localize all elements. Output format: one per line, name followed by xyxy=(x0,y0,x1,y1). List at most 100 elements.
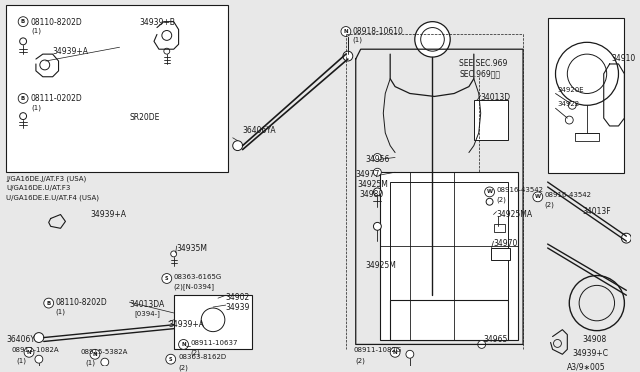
Circle shape xyxy=(406,350,414,358)
Circle shape xyxy=(179,340,188,349)
Text: 08911-1082G: 08911-1082G xyxy=(354,347,402,353)
Text: 34965: 34965 xyxy=(484,334,508,344)
Text: N: N xyxy=(393,350,397,355)
Circle shape xyxy=(101,358,109,366)
Text: A3/9∗005: A3/9∗005 xyxy=(567,362,606,371)
Bar xyxy=(490,248,510,260)
Text: S: S xyxy=(165,276,168,281)
Text: 08916-43542: 08916-43542 xyxy=(545,192,592,198)
Text: 34935M: 34935M xyxy=(177,244,207,253)
Text: 08918-10610: 08918-10610 xyxy=(353,26,404,36)
Text: (1): (1) xyxy=(353,36,363,43)
Text: 08911-10637: 08911-10637 xyxy=(191,340,238,346)
Text: 34939+A: 34939+A xyxy=(169,320,205,329)
Circle shape xyxy=(20,113,27,119)
Text: 08363-6165G: 08363-6165G xyxy=(173,273,222,280)
Text: 34939+C: 34939+C xyxy=(572,349,608,358)
Circle shape xyxy=(164,48,170,54)
Circle shape xyxy=(90,349,100,359)
Text: B: B xyxy=(21,96,25,101)
Circle shape xyxy=(171,251,177,257)
Text: 34902: 34902 xyxy=(226,293,250,302)
Circle shape xyxy=(621,233,631,243)
Text: B: B xyxy=(47,301,51,306)
Text: J/GA16DE.J/AT.F3 (USA): J/GA16DE.J/AT.F3 (USA) xyxy=(6,175,86,182)
Text: 34980: 34980 xyxy=(360,190,384,199)
Circle shape xyxy=(343,51,353,61)
Bar xyxy=(380,172,518,340)
Text: SEE SEC.969: SEE SEC.969 xyxy=(459,59,508,68)
Circle shape xyxy=(484,187,495,197)
Text: 34922: 34922 xyxy=(557,101,580,108)
Text: 34977: 34977 xyxy=(356,170,380,179)
Text: 08110-8202D: 08110-8202D xyxy=(56,298,108,307)
Circle shape xyxy=(374,168,381,176)
Text: S: S xyxy=(169,357,173,362)
Bar xyxy=(548,18,625,173)
Text: N: N xyxy=(27,350,31,355)
Text: SR20DE: SR20DE xyxy=(129,113,160,122)
Bar xyxy=(493,224,506,232)
Text: 08916-43542: 08916-43542 xyxy=(497,187,543,193)
Text: (1): (1) xyxy=(31,104,41,111)
Text: 34939: 34939 xyxy=(226,303,250,312)
Bar xyxy=(575,133,599,141)
Text: U/GA16DE.E.U/AT.F4 (USA): U/GA16DE.E.U/AT.F4 (USA) xyxy=(6,195,99,201)
Circle shape xyxy=(533,192,543,202)
Text: 34908: 34908 xyxy=(582,334,606,344)
Bar xyxy=(474,100,508,140)
Circle shape xyxy=(34,333,44,343)
Text: (2): (2) xyxy=(191,349,200,356)
Text: U/GA16DE.U/AT.F3: U/GA16DE.U/AT.F3 xyxy=(6,185,71,191)
Circle shape xyxy=(415,22,450,57)
Text: 34925M: 34925M xyxy=(358,180,388,189)
Text: 34925MA: 34925MA xyxy=(497,209,532,219)
Text: (2)[N-0394]: (2)[N-0394] xyxy=(173,283,214,290)
Circle shape xyxy=(24,347,34,357)
Text: SEC.969参照: SEC.969参照 xyxy=(459,69,500,78)
Text: W: W xyxy=(486,189,493,195)
Bar xyxy=(173,295,252,349)
Text: 34939+A: 34939+A xyxy=(52,47,88,56)
Text: (2): (2) xyxy=(497,197,506,203)
Circle shape xyxy=(35,355,43,363)
Text: (1): (1) xyxy=(16,357,26,364)
Text: [0394-]: [0394-] xyxy=(134,310,160,317)
Text: 08363-8162D: 08363-8162D xyxy=(179,354,227,360)
Text: 34920E: 34920E xyxy=(557,87,584,93)
Text: W: W xyxy=(535,194,541,199)
Text: N: N xyxy=(181,342,186,347)
Text: (1): (1) xyxy=(85,359,95,366)
Text: 08915-5382A: 08915-5382A xyxy=(80,349,127,355)
Text: N: N xyxy=(344,29,348,34)
Text: 34939+A: 34939+A xyxy=(90,209,126,219)
Bar xyxy=(390,300,508,340)
Circle shape xyxy=(565,116,573,124)
Circle shape xyxy=(233,141,243,151)
Text: (2): (2) xyxy=(545,202,554,208)
Circle shape xyxy=(374,154,381,161)
Text: 34970: 34970 xyxy=(493,239,518,248)
Text: 34013DA: 34013DA xyxy=(129,300,164,309)
Circle shape xyxy=(556,42,618,105)
Text: 34939+B: 34939+B xyxy=(140,18,175,27)
Circle shape xyxy=(162,273,172,283)
Text: (2): (2) xyxy=(356,357,365,364)
Text: 08111-0202D: 08111-0202D xyxy=(31,94,83,103)
Text: 34013D: 34013D xyxy=(481,93,511,103)
Circle shape xyxy=(20,38,27,45)
Text: 08110-8202D: 08110-8202D xyxy=(31,18,83,27)
Text: 36406Y: 36406Y xyxy=(6,334,35,344)
Circle shape xyxy=(568,101,576,109)
Circle shape xyxy=(390,347,400,357)
Text: 34956: 34956 xyxy=(365,155,390,164)
Circle shape xyxy=(341,26,351,36)
Text: (2): (2) xyxy=(179,364,188,371)
Bar xyxy=(390,182,508,330)
Circle shape xyxy=(478,340,486,348)
Text: (1): (1) xyxy=(31,28,41,34)
Text: 08911-1082A: 08911-1082A xyxy=(12,347,59,353)
Text: 34013F: 34013F xyxy=(582,207,611,216)
Circle shape xyxy=(18,17,28,26)
Circle shape xyxy=(18,93,28,103)
